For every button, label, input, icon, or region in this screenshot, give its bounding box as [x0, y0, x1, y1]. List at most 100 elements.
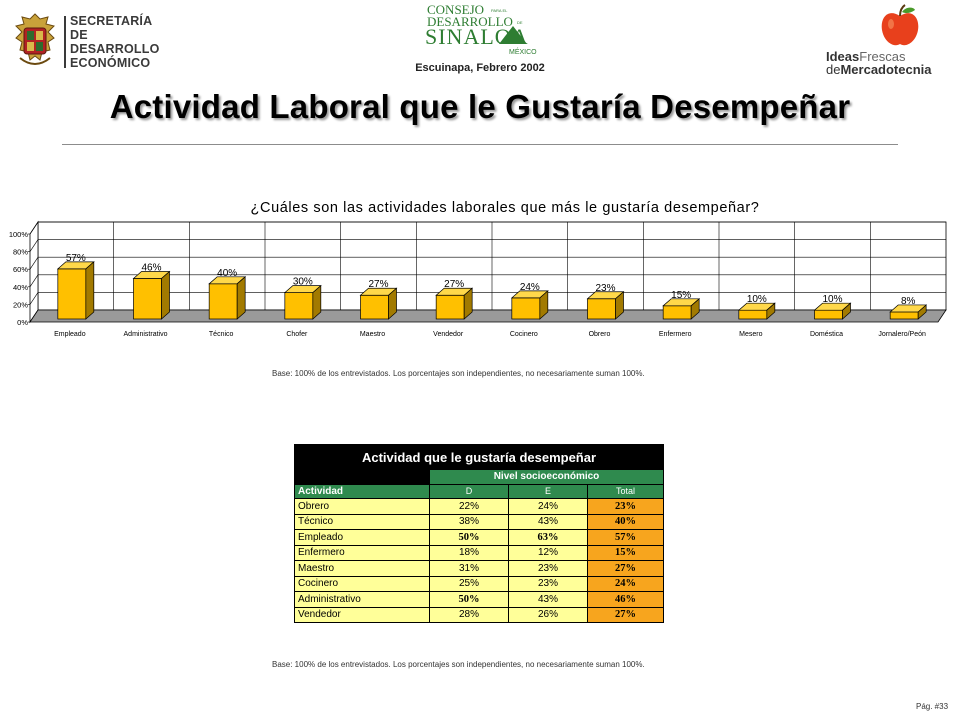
sinaloa-seal-icon — [15, 13, 55, 65]
ideas-frescas-text: IdeasFrescas — [826, 50, 905, 63]
x-category-label: Obrero — [589, 331, 611, 338]
chart-gridline — [29, 221, 39, 235]
bar-side — [312, 284, 322, 320]
bar-value-label: 57% — [66, 253, 86, 264]
table-cell-total: 46% — [587, 591, 664, 608]
bar-front — [738, 309, 768, 320]
bar-front — [662, 305, 692, 320]
mexico-word: MÉXICO — [509, 47, 537, 56]
table-cell-e: 23% — [508, 560, 588, 577]
table-cell-d: 22% — [429, 498, 509, 515]
bar-front — [587, 298, 616, 320]
bar-value-label: 10% — [822, 294, 842, 305]
de-word: de — [826, 62, 841, 77]
table-cell-activity: Técnico — [294, 513, 430, 531]
bar-value-label: 23% — [595, 283, 615, 294]
table-group-header: Nivel socioeconómico — [429, 469, 664, 485]
secretaria-line: SECRETARÍA — [70, 14, 153, 28]
table-cell-activity: Cocinero — [294, 575, 430, 593]
x-category-label: Técnico — [209, 331, 234, 338]
table-row: Técnico 38% 43% 40% — [294, 513, 664, 531]
table-cell-d: 50% — [429, 529, 509, 546]
mountain-icon — [499, 26, 527, 44]
table-cell-d: 31% — [429, 560, 509, 577]
table-base-note: Base: 100% de los entrevistados. Los por… — [272, 660, 645, 669]
table-cell-activity: Maestro — [294, 560, 430, 577]
secretaria-line: ECONÓMICO — [70, 56, 151, 70]
table-cell-d: 18% — [429, 544, 509, 562]
table-cell-e: 43% — [508, 591, 588, 608]
table-cell-total: 40% — [587, 513, 664, 531]
chart-title: ¿Cuáles son las actividades laborales qu… — [250, 200, 760, 216]
table-cell-d: 50% — [429, 591, 509, 608]
chart-gridline — [29, 274, 39, 287]
x-category-label: Mesero — [739, 331, 762, 338]
x-category-label: Chofer — [286, 331, 308, 338]
table-cell-e: 63% — [508, 529, 588, 546]
x-category-label: Empleado — [54, 331, 86, 338]
apple-icon — [881, 4, 919, 46]
table-cell-e: 43% — [508, 513, 588, 531]
table-cell-total: 57% — [587, 529, 664, 546]
mercadotecnia-text: deMercadotecnia — [826, 63, 932, 76]
chart-gridline — [29, 239, 39, 252]
table-row-header: Actividad — [294, 483, 430, 500]
y-tick-label: 80% — [13, 248, 28, 257]
bar-value-label: 24% — [520, 282, 540, 293]
table-cell-activity: Enfermero — [294, 544, 430, 562]
mercadotecnia-word: Mercadotecnia — [840, 62, 932, 77]
bar-side — [690, 298, 700, 320]
secretaria-line: DE DESARROLLO — [70, 28, 160, 56]
table-cell-e: 12% — [508, 544, 588, 562]
de-word: DE — [517, 20, 523, 25]
bar-chart: 0% 20% 40% 60% 80% 100% 57% Empleado 46% Administ… — [9, 220, 947, 338]
activity-table: Actividad que le gustaría desempeñar Niv… — [294, 444, 664, 624]
x-category-label: Administrativo — [124, 331, 168, 338]
bar-front — [284, 292, 314, 320]
location-date: Escuinapa, Febrero 2002 — [415, 62, 545, 74]
bar-side — [917, 304, 927, 320]
bar-side — [236, 276, 246, 320]
table-cell-d: 28% — [429, 606, 509, 624]
bar-front — [814, 309, 843, 320]
table-row: Empleado 50% 63% 57% — [294, 529, 664, 546]
secretaria-text: SECRETARÍA DE DESARROLLO ECONÓMICO — [70, 14, 180, 70]
title-divider — [62, 144, 898, 145]
bar-side — [463, 287, 473, 320]
x-category-label: Cocinero — [510, 331, 538, 338]
chart-gridline — [29, 292, 39, 305]
bar-side — [842, 302, 851, 320]
consejo-sinaloa-logo: CONSEJO PARA EL DESARROLLO DE SINALOA MÉ… — [425, 2, 537, 56]
x-category-label: Maestro — [360, 331, 385, 338]
bar-side — [85, 261, 95, 320]
bar-value-label: 8% — [901, 296, 916, 307]
y-tick-label: 40% — [13, 283, 28, 292]
table-row: Obrero 22% 24% 23% — [294, 498, 664, 515]
x-category-label: Vendedor — [433, 331, 464, 338]
table-row: Enfermero 18% 12% 15% — [294, 544, 664, 562]
bar-value-label: 27% — [368, 279, 388, 290]
table-cell-activity: Administrativo — [294, 591, 430, 608]
ideas-frescas-logo: IdeasFrescas deMercadotecnia — [826, 4, 958, 78]
table-col-header: E — [508, 483, 588, 500]
bar-front — [133, 278, 162, 320]
table-cell-e: 26% — [508, 606, 588, 624]
chart-base-note: Base: 100% de los entrevistados. Los por… — [272, 369, 645, 378]
bar-value-label: 27% — [444, 279, 464, 290]
consejo-small-word: PARA EL — [491, 8, 508, 13]
x-category-label: Doméstica — [810, 331, 843, 338]
table-cell-d: 38% — [429, 513, 509, 531]
table-cell-activity: Obrero — [294, 498, 430, 515]
bar-value-label: 40% — [217, 268, 237, 279]
table-title: Actividad que le gustaría desempeñar — [294, 444, 664, 470]
table-row: Cocinero 25% 23% 24% — [294, 575, 664, 593]
consejo-logo-block: CONSEJO PARA EL DESARROLLO DE SINALOA MÉ… — [405, 2, 555, 74]
bar-side — [766, 302, 776, 320]
y-tick-label: 60% — [13, 265, 28, 274]
y-tick-label: 100% — [9, 230, 29, 239]
bar-value-label: 10% — [747, 294, 767, 305]
bar-value-label: 15% — [671, 290, 691, 301]
table-cell-d: 25% — [429, 575, 509, 593]
table-corner — [294, 469, 430, 485]
y-tick-label: 0% — [17, 318, 28, 327]
